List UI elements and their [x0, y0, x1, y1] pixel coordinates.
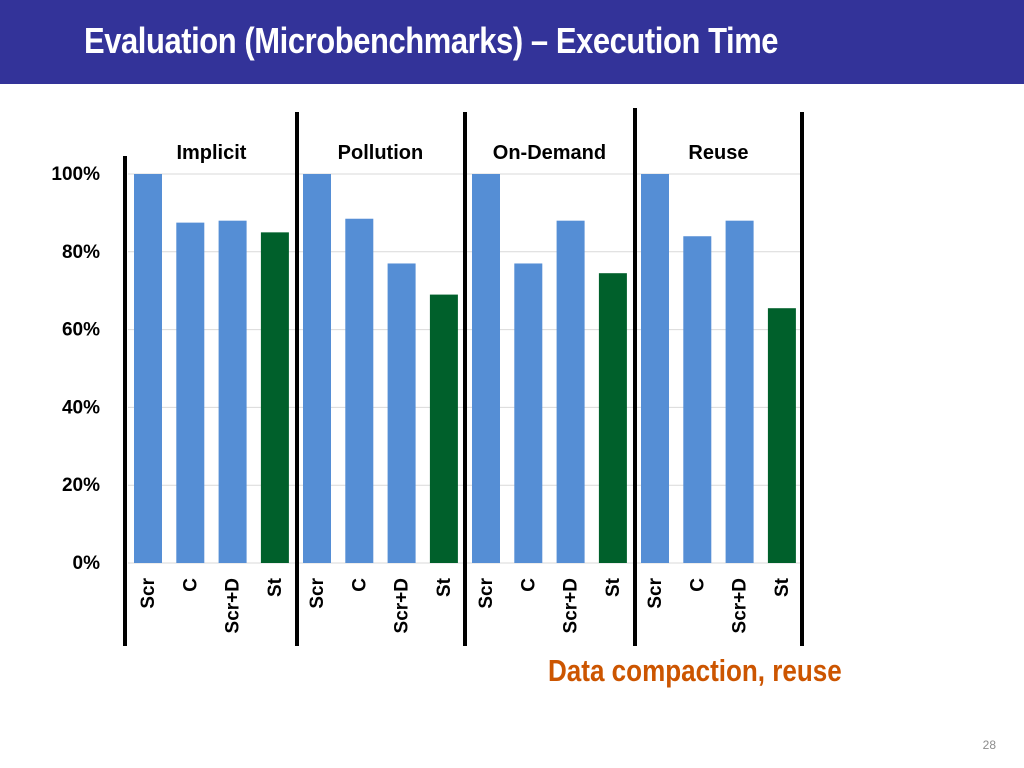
y-tick-label: 80% [62, 242, 100, 263]
x-tick-label: St [434, 577, 455, 597]
x-tick-label: C [180, 578, 201, 592]
bar [134, 174, 162, 563]
x-tick-label: C [518, 578, 539, 592]
y-tick-label: 40% [62, 397, 100, 418]
y-tick-label: 60% [62, 320, 100, 341]
bar [556, 220, 585, 563]
x-tick-label: Scr [138, 577, 159, 608]
page-number: 28 [982, 738, 996, 752]
x-tick-label: Scr+D [561, 578, 582, 633]
bar [260, 232, 289, 563]
bar [598, 273, 627, 563]
title-bar: Evaluation (Microbenchmarks) – Execution… [0, 0, 1024, 84]
bar [429, 294, 458, 563]
annotation-text: Data compaction, reuse [548, 653, 842, 688]
group-label: Implicit [176, 142, 246, 164]
bar [387, 263, 416, 563]
bar [176, 222, 205, 563]
y-tick-label: 100% [51, 164, 100, 185]
bar [767, 308, 796, 563]
bar [725, 220, 754, 563]
x-tick-label: C [349, 578, 370, 592]
bar [303, 174, 331, 563]
group-label: On-Demand [493, 142, 606, 164]
x-tick-label: Scr+D [730, 578, 751, 633]
slide-title: Evaluation (Microbenchmarks) – Execution… [84, 20, 779, 61]
x-tick-label: St [265, 577, 286, 597]
y-tick-label: 0% [73, 553, 101, 574]
x-tick-label: Scr+D [392, 578, 413, 633]
x-tick-label: St [603, 577, 624, 597]
bar [641, 174, 669, 563]
bar [218, 220, 247, 563]
x-tick-label: St [772, 577, 793, 597]
x-tick-label: Scr [307, 577, 328, 608]
bar [683, 236, 712, 564]
group-label: Pollution [338, 142, 424, 164]
y-tick-label: 20% [62, 475, 100, 496]
x-tick-label: C [687, 578, 708, 592]
bar [514, 263, 543, 563]
x-tick-label: Scr+D [223, 578, 244, 633]
group-label: Reuse [688, 142, 748, 164]
bar [472, 174, 500, 563]
x-tick-label: Scr [645, 577, 666, 608]
x-tick-label: Scr [476, 577, 497, 608]
bar [345, 218, 374, 564]
